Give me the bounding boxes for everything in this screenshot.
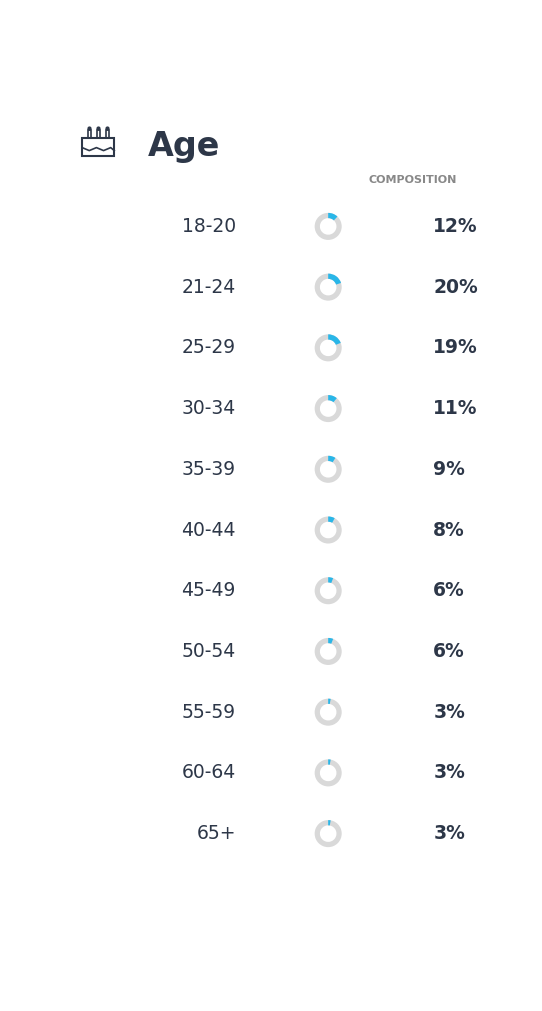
Text: 45-49: 45-49 bbox=[182, 581, 236, 601]
Text: 40-44: 40-44 bbox=[181, 521, 236, 540]
Text: 35-39: 35-39 bbox=[182, 460, 236, 479]
Text: 6%: 6% bbox=[433, 581, 465, 601]
Text: 6%: 6% bbox=[433, 642, 465, 661]
Text: 55-59: 55-59 bbox=[182, 703, 236, 722]
Text: 19%: 19% bbox=[433, 339, 478, 357]
Text: 12%: 12% bbox=[433, 217, 478, 236]
Text: 3%: 3% bbox=[433, 763, 465, 783]
Text: 60-64: 60-64 bbox=[182, 763, 236, 783]
Text: 3%: 3% bbox=[433, 703, 465, 722]
Text: 30-34: 30-34 bbox=[182, 399, 236, 419]
Text: 65+: 65+ bbox=[196, 824, 236, 843]
Text: 25-29: 25-29 bbox=[182, 339, 236, 357]
Text: 20%: 20% bbox=[433, 278, 478, 296]
Text: 3%: 3% bbox=[433, 824, 465, 843]
Text: 50-54: 50-54 bbox=[182, 642, 236, 661]
Text: COMPOSITION: COMPOSITION bbox=[368, 175, 456, 185]
Text: 8%: 8% bbox=[433, 521, 465, 540]
Text: 9%: 9% bbox=[433, 460, 465, 479]
Text: 21-24: 21-24 bbox=[182, 278, 236, 296]
Text: 18-20: 18-20 bbox=[182, 217, 236, 236]
Text: 11%: 11% bbox=[433, 399, 478, 419]
Text: Age: Age bbox=[147, 129, 220, 163]
